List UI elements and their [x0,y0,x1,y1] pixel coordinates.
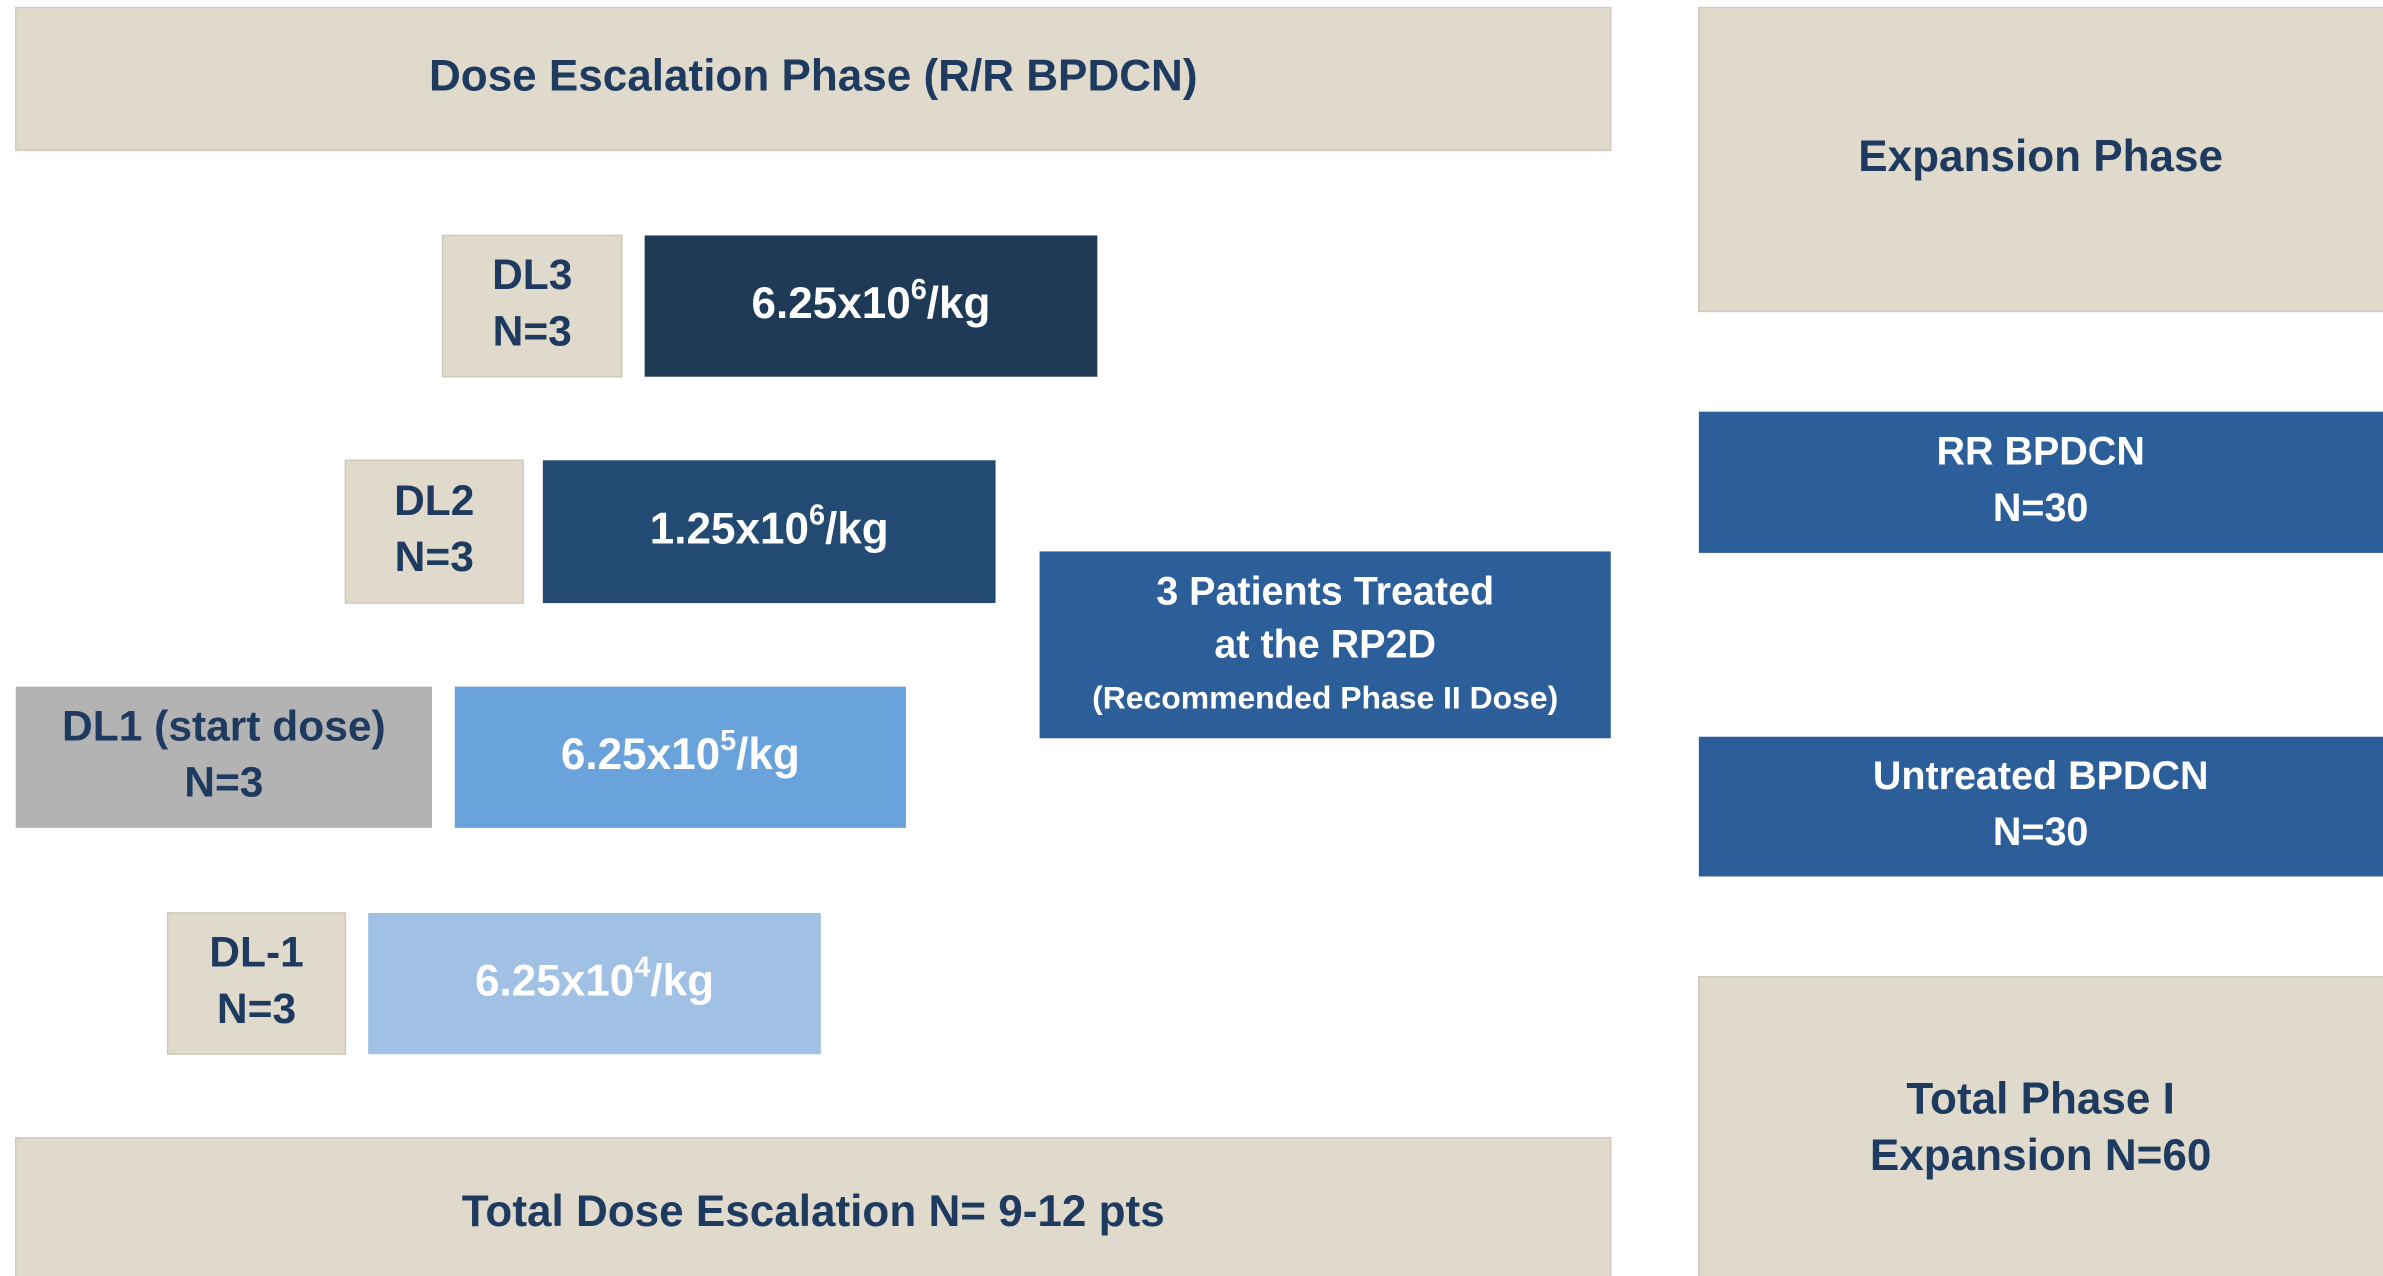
dose-box [542,460,996,604]
footer-box [14,1137,1612,1276]
dose-exponent: 4 [634,951,650,983]
expansion-total-box [1698,975,2383,1276]
cohort-text: RR BPDCN [1936,430,2144,474]
header-box [14,6,1612,152]
dose-level-label: DL3 [492,251,572,299]
dose-level-label: N=3 [184,759,263,807]
dose-level-label: N=3 [493,307,572,355]
dose-text: 6.25x104/kg [475,951,714,1005]
dose-level-label: DL1 (start dose) [62,702,386,750]
dose-base: 6.25x10 [752,279,911,328]
dose-base: 6.25x10 [475,956,634,1005]
dose-text: 1.25x106/kg [650,499,889,553]
footer-total: Total Dose Escalation N= 9-12 pts [462,1187,1165,1236]
dose-unit: /kg [825,504,889,553]
expansion-total: Total Phase I [1906,1075,2174,1124]
header-title: Dose Escalation Phase (R/R BPDCN) [429,52,1198,101]
dose-unit: /kg [650,956,714,1005]
dose-unit: /kg [927,279,991,328]
cohort-text: N=30 [1993,810,2088,854]
expansion-title-box [1698,6,2383,313]
dose-box [644,235,1098,377]
dose-text: 6.25x106/kg [752,274,991,328]
dose-level-label: N=3 [217,985,296,1033]
dose-level-label-box [166,912,347,1055]
rp2d-text: (Recommended Phase II Dose) [1092,680,1558,716]
dose-level-label: DL-1 [209,929,303,977]
rp2d-text: 3 Patients Treated [1156,569,1494,613]
dose-level-label-box [344,459,524,604]
dose-level-label: N=3 [395,533,474,581]
dose-unit: /kg [736,730,800,779]
cohort-box [1698,736,2383,877]
dose-level-label: DL2 [394,477,474,525]
cohort-text: Untreated BPDCN [1873,754,2209,798]
dose-box [368,912,821,1055]
expansion-total: Expansion N=60 [1870,1131,2211,1180]
dose-box [454,686,906,828]
dose-level-label-box [15,686,432,828]
dose-base: 1.25x10 [650,504,809,553]
dose-exponent: 5 [720,725,736,757]
cohort-text: N=30 [1993,486,2088,530]
cohort-box [1698,411,2383,553]
dose-exponent: 6 [809,499,825,531]
rp2d-text: at the RP2D [1214,623,1436,667]
dose-level-label-box [441,234,623,378]
rp2d-box [1039,551,1611,739]
expansion-title: Expansion Phase [1858,132,2223,181]
dose-base: 6.25x10 [561,730,720,779]
dose-text: 6.25x105/kg [561,725,800,779]
dose-exponent: 6 [911,274,927,306]
